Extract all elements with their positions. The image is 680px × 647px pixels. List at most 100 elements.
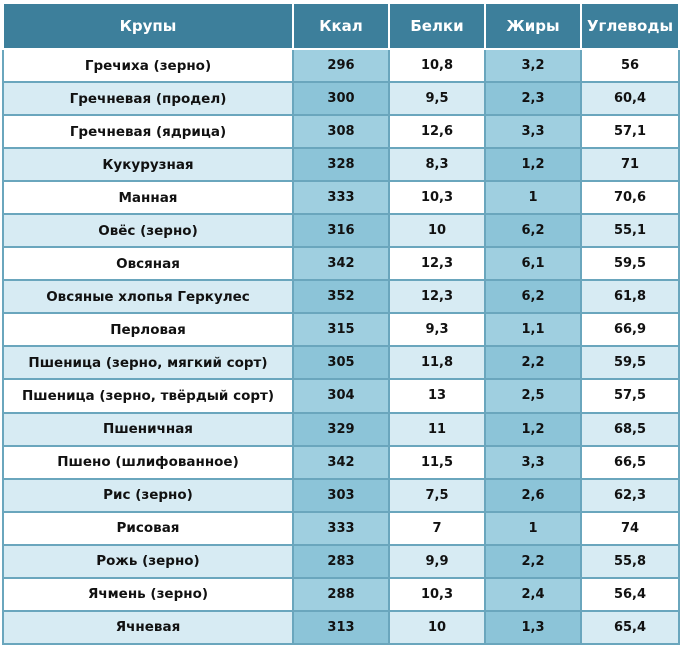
table-row: Овсяные хлопья Геркулес 352 12,3 6,2 61,8 xyxy=(2,279,680,315)
column-header-kcal: Ккал xyxy=(292,2,390,50)
kcal-cell: 333 xyxy=(292,510,390,546)
protein-cell: 10,3 xyxy=(388,180,486,216)
protein-cell: 13 xyxy=(388,378,486,414)
fat-cell: 1 xyxy=(484,510,582,546)
kcal-cell: 315 xyxy=(292,312,390,348)
fat-cell: 1,1 xyxy=(484,312,582,348)
table-row: Пшено (шлифованное) 342 11,5 3,3 66,5 xyxy=(2,444,680,480)
column-header-fat: Жиры xyxy=(484,2,582,50)
kcal-cell: 342 xyxy=(292,444,390,480)
carbs-cell: 68,5 xyxy=(580,411,680,447)
grain-name-cell: Пшено (шлифованное) xyxy=(2,444,294,480)
kcal-cell: 304 xyxy=(292,378,390,414)
table-row: Гречневая (ядрица) 308 12,6 3,3 57,1 xyxy=(2,114,680,150)
kcal-cell: 342 xyxy=(292,246,390,282)
fat-cell: 1 xyxy=(484,180,582,216)
fat-cell: 1,3 xyxy=(484,609,582,646)
fat-cell: 2,4 xyxy=(484,576,582,612)
carbs-cell: 60,4 xyxy=(580,81,680,117)
kcal-cell: 296 xyxy=(292,47,390,84)
table-row: Пшеничная 329 11 1,2 68,5 xyxy=(2,411,680,447)
grain-name-cell: Пшеница (зерно, твёрдый сорт) xyxy=(2,378,294,414)
carbs-cell: 56,4 xyxy=(580,576,680,612)
grain-name-cell: Рисовая xyxy=(2,510,294,546)
grain-name-cell: Пшеничная xyxy=(2,411,294,447)
fat-cell: 1,2 xyxy=(484,411,582,447)
protein-cell: 10,3 xyxy=(388,576,486,612)
protein-cell: 10 xyxy=(388,213,486,249)
carbs-cell: 66,9 xyxy=(580,312,680,348)
protein-cell: 9,5 xyxy=(388,81,486,117)
grain-name-cell: Ячневая xyxy=(2,609,294,646)
fat-cell: 3,2 xyxy=(484,47,582,84)
table-row: Перловая 315 9,3 1,1 66,9 xyxy=(2,312,680,348)
grain-name-cell: Овсяные хлопья Геркулес xyxy=(2,279,294,315)
carbs-cell: 55,1 xyxy=(580,213,680,249)
fat-cell: 2,6 xyxy=(484,477,582,513)
kcal-cell: 316 xyxy=(292,213,390,249)
grain-name-cell: Гречиха (зерно) xyxy=(2,47,294,84)
protein-cell: 10 xyxy=(388,609,486,646)
carbs-cell: 70,6 xyxy=(580,180,680,216)
protein-cell: 11,8 xyxy=(388,345,486,381)
carbs-cell: 57,1 xyxy=(580,114,680,150)
kcal-cell: 313 xyxy=(292,609,390,646)
carbs-cell: 62,3 xyxy=(580,477,680,513)
carbs-cell: 61,8 xyxy=(580,279,680,315)
kcal-cell: 303 xyxy=(292,477,390,513)
table-row: Кукурузная 328 8,3 1,2 71 xyxy=(2,147,680,183)
fat-cell: 6,2 xyxy=(484,213,582,249)
fat-cell: 6,1 xyxy=(484,246,582,282)
kcal-cell: 288 xyxy=(292,576,390,612)
protein-cell: 8,3 xyxy=(388,147,486,183)
column-header-carbs: Углеводы xyxy=(580,2,680,50)
carbs-cell: 74 xyxy=(580,510,680,546)
fat-cell: 2,5 xyxy=(484,378,582,414)
table-row: Гречиха (зерно) 296 10,8 3,2 56 xyxy=(2,47,680,84)
table-row: Гречневая (продел) 300 9,5 2,3 60,4 xyxy=(2,81,680,117)
table-header: Крупы Ккал Белки Жиры Углеводы xyxy=(2,2,680,50)
carbs-cell: 59,5 xyxy=(580,246,680,282)
protein-cell: 12,3 xyxy=(388,246,486,282)
fat-cell: 2,2 xyxy=(484,345,582,381)
kcal-cell: 333 xyxy=(292,180,390,216)
carbs-cell: 59,5 xyxy=(580,345,680,381)
grain-name-cell: Пшеница (зерно, мягкий сорт) xyxy=(2,345,294,381)
kcal-cell: 300 xyxy=(292,81,390,117)
kcal-cell: 352 xyxy=(292,279,390,315)
fat-cell: 2,2 xyxy=(484,543,582,579)
carbs-cell: 65,4 xyxy=(580,609,680,646)
protein-cell: 7 xyxy=(388,510,486,546)
carbs-cell: 71 xyxy=(580,147,680,183)
table-body: Гречиха (зерно) 296 10,8 3,2 56 Гречневая (пр… xyxy=(2,47,680,646)
table-row: Пшеница (зерно, мягкий сорт) 305 11,8 2,2 59… xyxy=(2,345,680,381)
protein-cell: 12,3 xyxy=(388,279,486,315)
grain-name-cell: Гречневая (ядрица) xyxy=(2,114,294,150)
column-header-grain: Крупы xyxy=(2,2,294,50)
grain-name-cell: Кукурузная xyxy=(2,147,294,183)
column-header-protein: Белки xyxy=(388,2,486,50)
table-row: Ячневая 313 10 1,3 65,4 xyxy=(2,609,680,646)
kcal-cell: 329 xyxy=(292,411,390,447)
carbs-cell: 66,5 xyxy=(580,444,680,480)
table-row: Рожь (зерно) 283 9,9 2,2 55,8 xyxy=(2,543,680,579)
grain-name-cell: Рожь (зерно) xyxy=(2,543,294,579)
carbs-cell: 56 xyxy=(580,47,680,84)
fat-cell: 6,2 xyxy=(484,279,582,315)
table-row: Овёс (зерно) 316 10 6,2 55,1 xyxy=(2,213,680,249)
carbs-cell: 55,8 xyxy=(580,543,680,579)
protein-cell: 11 xyxy=(388,411,486,447)
carbs-cell: 57,5 xyxy=(580,378,680,414)
protein-cell: 9,9 xyxy=(388,543,486,579)
protein-cell: 7,5 xyxy=(388,477,486,513)
fat-cell: 3,3 xyxy=(484,114,582,150)
table-row: Рисовая 333 7 1 74 xyxy=(2,510,680,546)
table-row: Ячмень (зерно) 288 10,3 2,4 56,4 xyxy=(2,576,680,612)
grain-name-cell: Овсяная xyxy=(2,246,294,282)
grain-name-cell: Рис (зерно) xyxy=(2,477,294,513)
fat-cell: 1,2 xyxy=(484,147,582,183)
grain-name-cell: Ячмень (зерно) xyxy=(2,576,294,612)
kcal-cell: 305 xyxy=(292,345,390,381)
protein-cell: 12,6 xyxy=(388,114,486,150)
